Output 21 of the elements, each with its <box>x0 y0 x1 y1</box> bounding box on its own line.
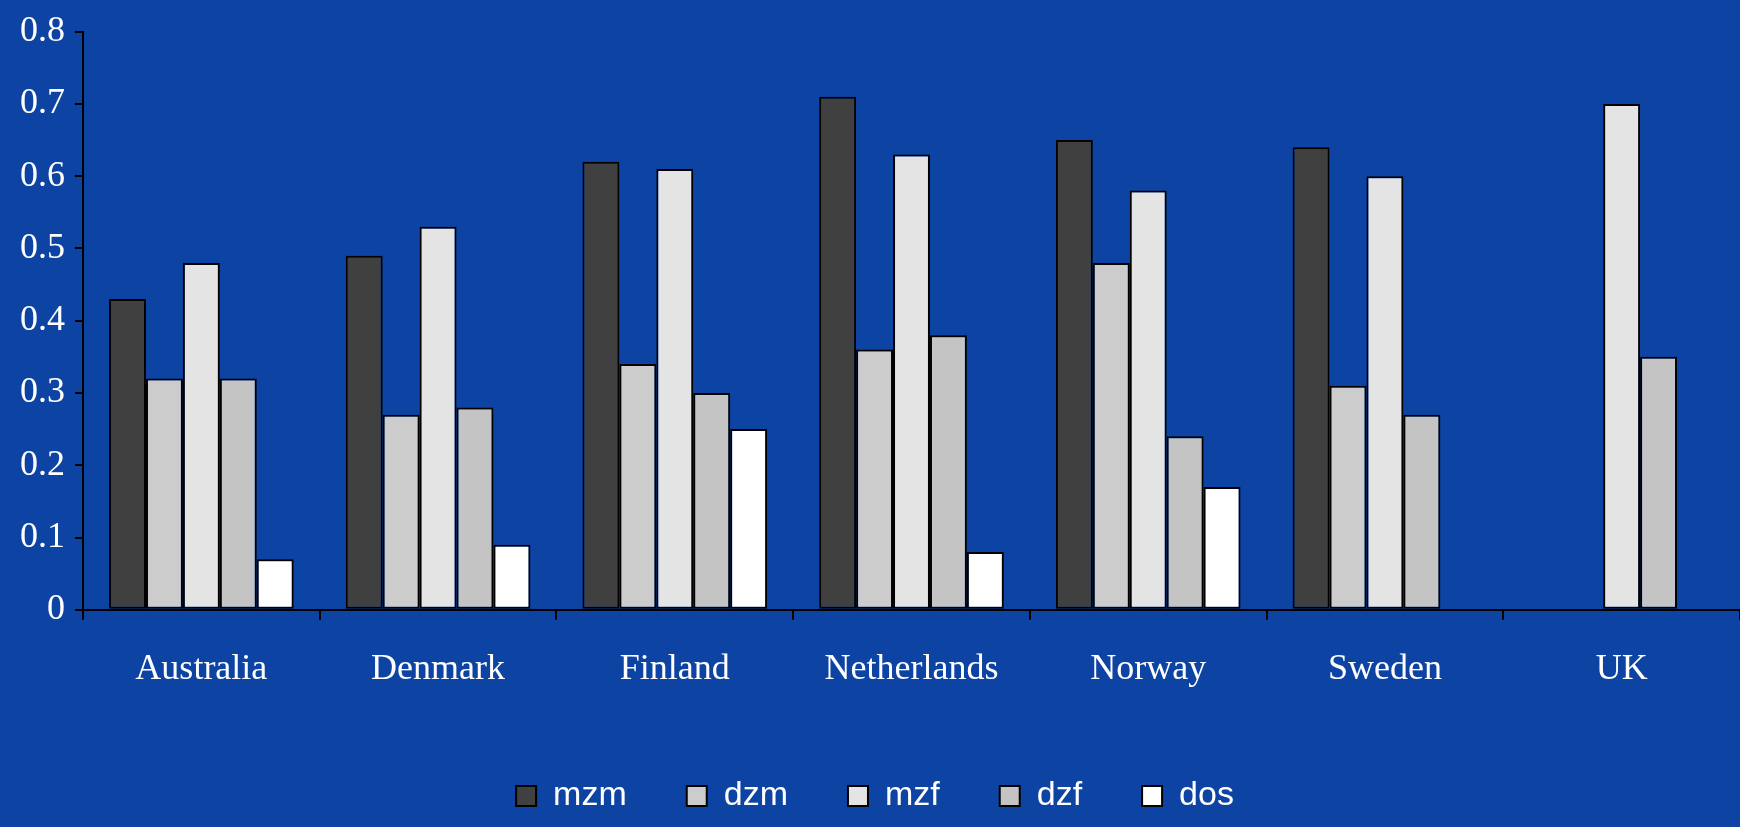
x-tick-label: Netherlands <box>824 646 999 687</box>
legend-label: dzf <box>1036 774 1083 813</box>
legend-label: dzm <box>723 774 788 813</box>
y-tick-label: 0.3 <box>20 370 65 411</box>
y-tick-label: 0 <box>47 587 65 628</box>
y-tick-label: 0.6 <box>20 153 65 194</box>
y-tick-label: 0.7 <box>20 81 65 122</box>
legend-label: mzm <box>553 774 627 813</box>
x-tick-label: Finland <box>619 646 730 687</box>
y-tick-label: 0.4 <box>20 298 65 339</box>
y-tick-label: 0.2 <box>20 442 65 483</box>
y-tick-label: 0.8 <box>20 9 65 50</box>
legend-label: mzf <box>884 774 941 813</box>
x-tick-label: Norway <box>1090 646 1207 687</box>
x-tick-label: Denmark <box>371 646 506 687</box>
legend-label: dos <box>1179 774 1234 813</box>
x-tick-label: UK <box>1595 646 1648 687</box>
x-tick-label: Australia <box>135 646 268 687</box>
x-tick-label: Sweden <box>1327 646 1442 687</box>
y-tick-label: 0.5 <box>20 225 65 266</box>
y-tick-label: 0.1 <box>20 514 65 555</box>
